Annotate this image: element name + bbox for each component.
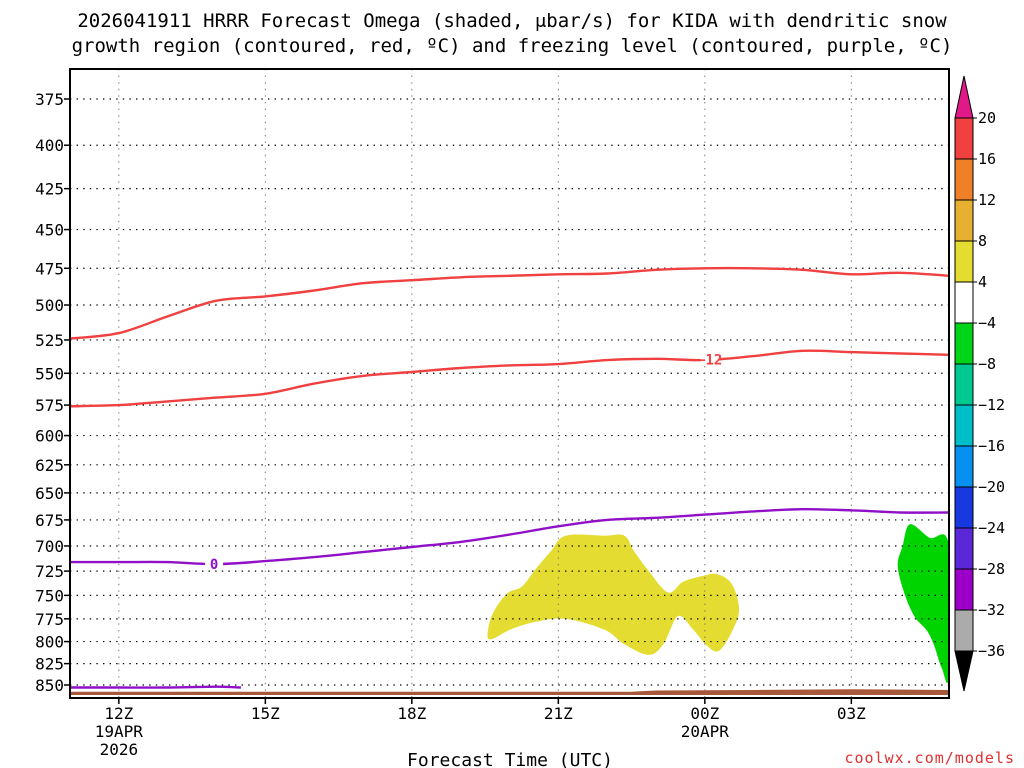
colorbar-bin-1: [954, 568, 974, 611]
site-credit: coolwx.com/models: [844, 749, 1015, 767]
colorbar-label-2: −28: [978, 560, 1005, 578]
plot-area: −12 0 375 400 425 450 475 500 525 550 575 600 625 65…: [35, 68, 950, 759]
y-tick-label-800: 800: [35, 633, 64, 652]
y-axis: 375 400 425 450 475 500 525 550 575 600 625 650 675 7…: [35, 90, 70, 695]
chart-title-line-2: growth region (contoured, red, ºC) and f…: [72, 35, 953, 57]
y-tick-label-750: 750: [35, 586, 64, 605]
y-tick-label-625: 625: [35, 456, 64, 475]
y-tick-label-375: 375: [35, 90, 64, 109]
terrain-surface: [70, 689, 949, 695]
colorbar-bin-8: [954, 281, 974, 324]
y-tick-label-850: 850: [35, 676, 64, 695]
contour-label-bg-dgz-bottom: [700, 351, 719, 366]
x-tick-label-24-1: 20APR: [681, 722, 730, 741]
contour-freezing-level: [70, 507, 949, 566]
y-tick-label-675: 675: [35, 511, 64, 530]
y-tick-label-775: 775: [35, 610, 64, 629]
colorbar-label-13: 20: [978, 109, 996, 127]
contour-label-bg-freezing-level: [205, 556, 224, 571]
colorbar-bin-0: [954, 609, 974, 652]
colorbar-under-triangle: [954, 650, 974, 692]
y-tick-label-425: 425: [35, 180, 64, 199]
colorbar-label-10: 8: [978, 232, 987, 250]
y-tick-label-450: 450: [35, 221, 64, 240]
y-tick-label-650: 650: [35, 484, 64, 503]
colorbar-bin-10: [954, 199, 974, 242]
colorbar-bin-3: [954, 486, 974, 529]
x-tick-label-24-0: 00Z: [690, 704, 719, 723]
colorbar-bin-11: [954, 158, 974, 201]
colorbar-bin-12: [954, 117, 974, 160]
y-tick-label-550: 550: [35, 364, 64, 383]
colorbar-over-triangle: [954, 75, 974, 119]
colorbar-bin-4: [954, 445, 974, 488]
colorbar-label-8: −4: [978, 314, 996, 332]
colorbar-label-1: −32: [978, 601, 1005, 619]
y-tick-label-575: 575: [35, 396, 64, 415]
x-tick-label-12-1: 19APR: [95, 722, 144, 741]
colorbar-label-5: −16: [978, 437, 1005, 455]
colorbar-bin-2: [954, 527, 974, 570]
contour-label-freezing-level: 0: [210, 557, 218, 573]
colorbar-label-4: −20: [978, 478, 1005, 496]
plot-frame: [69, 68, 950, 699]
x-axis-label: Forecast Time (UTC): [407, 750, 613, 768]
colorbar-label-0: −36: [978, 642, 1005, 660]
terrain-layer: [70, 689, 949, 695]
chart-title-line-1: 2026041911 HRRR Forecast Omega (shaded, …: [77, 10, 947, 32]
colorbar-label-3: −24: [978, 519, 1005, 537]
x-tick-label-15-0: 15Z: [251, 704, 280, 723]
x-tick-label-12-2: 2026: [100, 740, 139, 759]
colorbar-label-9: 4: [978, 273, 987, 291]
y-tick-label-500: 500: [35, 296, 64, 315]
y-tick-label-475: 475: [35, 259, 64, 278]
colorbar-bin-9: [954, 240, 974, 283]
colorbar-bin-6: [954, 363, 974, 406]
y-tick-label-600: 600: [35, 427, 64, 446]
x-tick-label-27-0: 03Z: [837, 704, 866, 723]
x-tick-label-21-0: 21Z: [544, 704, 573, 723]
contour-dgz-bottom: [70, 349, 949, 408]
shaded-region-omega-4-to-8: [487, 534, 740, 655]
y-tick-label-725: 725: [35, 562, 64, 581]
contour-near-surface-freezing: [70, 685, 241, 689]
grid-lines: [70, 69, 949, 698]
contour-dgz-top: [70, 266, 949, 340]
omega-colorbar: −36 −32 −28 −24 −20 −16 −12 −8 −4 4 8 12 16 20: [954, 75, 1005, 692]
x-tick-label-18-0: 18Z: [397, 704, 426, 723]
contour-label-dgz-bottom: −12: [697, 353, 722, 369]
colorbar-label-12: 16: [978, 150, 996, 168]
x-tick-label-12-0: 12Z: [104, 704, 133, 723]
omega-shading: [487, 524, 949, 683]
colorbar-label-7: −8: [978, 355, 996, 373]
colorbar-label-11: 12: [978, 191, 996, 209]
y-tick-label-825: 825: [35, 655, 64, 674]
shaded-region-omega-minus4-to-minus8: [897, 524, 949, 683]
y-tick-label-525: 525: [35, 331, 64, 350]
contour-labels: −12 0: [205, 351, 722, 573]
y-tick-label-400: 400: [35, 136, 64, 155]
colorbar-bin-7: [954, 322, 974, 365]
colorbar-bin-5: [954, 404, 974, 447]
y-tick-label-700: 700: [35, 537, 64, 556]
colorbar-label-6: −12: [978, 396, 1005, 414]
